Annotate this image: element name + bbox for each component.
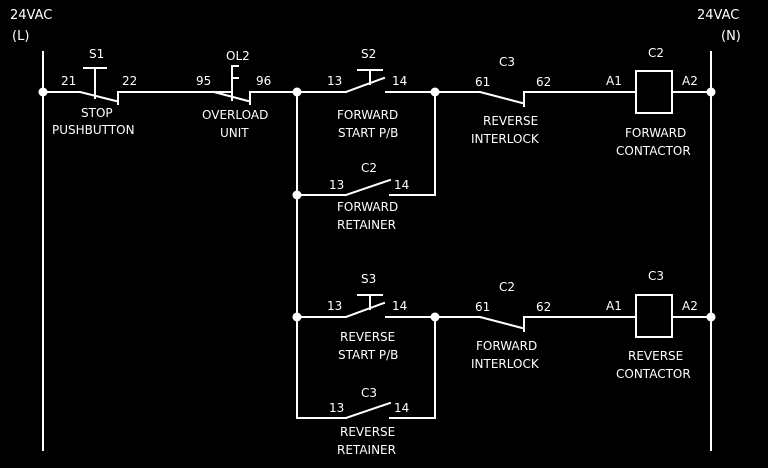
reverse-coil-term-a2: A2 [682, 299, 698, 313]
overload-name-line1: OVERLOAD [202, 108, 268, 122]
forward-start-contact [344, 76, 386, 94]
reverse-retainer-name-line2: RETAINER [337, 443, 396, 457]
reverse-interlock-term-61: 61 [475, 75, 490, 89]
reverse-coil-term-a1: A1 [606, 299, 622, 313]
forward-coil-term-a1: A1 [606, 74, 622, 88]
reverse-interlock-term-62: 62 [536, 75, 551, 89]
forward-start-tag: S2 [361, 47, 376, 61]
forward-coil-name-line2: CONTACTOR [616, 144, 691, 158]
forward-retainer-term-14: 14 [394, 178, 409, 192]
reverse-coil-symbol [635, 294, 673, 338]
forward-coil-symbol [635, 70, 673, 114]
left-rail-junction [38, 87, 48, 97]
supply-left: 24VAC (L) [10, 8, 52, 451]
rung-1-wiring [38, 87, 716, 97]
reverse-start-pushbutton: S3 13 14 REVERSE START P/B [327, 272, 407, 362]
forward-interlock-contact-group: C2 61 62 FORWARD INTERLOCK [471, 280, 551, 371]
rung-2-wiring [292, 312, 716, 322]
forward-interlock-name-line1: FORWARD [476, 339, 537, 353]
stop-pb-term-22: 22 [122, 74, 137, 88]
forward-contactor-coil: C2 A1 A2 FORWARD CONTACTOR [606, 46, 698, 158]
overload-contact [212, 90, 250, 103]
forward-interlock-tag: C2 [499, 280, 515, 294]
forward-interlock-term-62: 62 [536, 300, 551, 314]
right-line-label: (N) [721, 29, 741, 44]
reverse-start-name-line1: REVERSE [340, 330, 395, 344]
forward-interlock-contact [478, 315, 524, 330]
forward-start-name-line1: FORWARD [337, 108, 398, 122]
stop-pb-name-line2: PUSHBUTTON [52, 123, 135, 137]
reverse-retainer-term-14: 14 [394, 401, 409, 415]
forward-retainer: C2 13 14 FORWARD RETAINER [292, 91, 436, 232]
left-line-label: (L) [12, 29, 29, 44]
stop-pb-tag: S1 [89, 47, 104, 61]
overload-term-95: 95 [196, 74, 211, 88]
reverse-interlock-contact [478, 90, 524, 105]
reverse-coil-tag: C3 [648, 269, 664, 283]
right-rail-junction-2 [706, 312, 716, 322]
stop-pushbutton: S1 21 22 STOP PUSHBUTTON [52, 47, 137, 137]
forward-retainer-tag: C2 [361, 161, 377, 175]
stop-pb-name-line1: STOP [81, 106, 113, 120]
right-rail-junction-1 [706, 87, 716, 97]
reverse-coil-name-line2: CONTACTOR [616, 367, 691, 381]
reverse-retainer-contact [344, 401, 392, 420]
reverse-contactor-coil: C3 A1 A2 REVERSE CONTACTOR [606, 269, 698, 381]
reverse-interlock-name-line2: INTERLOCK [471, 132, 540, 146]
overload-term-96: 96 [256, 74, 271, 88]
reverse-interlock-contact-group: C3 61 62 REVERSE INTERLOCK [471, 55, 551, 146]
forward-retainer-name-line1: FORWARD [337, 200, 398, 214]
reverse-retainer-tag: C3 [361, 386, 377, 400]
reverse-start-term-13: 13 [327, 299, 342, 313]
forward-retainer-term-13: 13 [329, 178, 344, 192]
branch-junction-bottom [292, 312, 302, 322]
overload-tag: OL2 [226, 49, 250, 63]
supply-right: 24VAC (N) [697, 8, 741, 451]
reverse-start-tag: S3 [361, 272, 376, 286]
reverse-coil-name-line1: REVERSE [628, 349, 683, 363]
overload-name-line2: UNIT [220, 126, 249, 140]
stop-pb-contact [78, 90, 118, 103]
forward-coil-name-line1: FORWARD [625, 126, 686, 140]
reverse-retainer-name-line1: REVERSE [340, 425, 395, 439]
forward-interlock-term-61: 61 [475, 300, 490, 314]
reverse-interlock-tag: C3 [499, 55, 515, 69]
forward-coil-tag: C2 [648, 46, 664, 60]
forward-start-pushbutton: S2 13 14 FORWARD START P/B [327, 47, 407, 140]
reverse-interlock-name-line1: REVERSE [483, 114, 538, 128]
forward-start-term-13: 13 [327, 74, 342, 88]
forward-retainer-name-line2: RETAINER [337, 218, 396, 232]
reverse-retainer: C3 13 14 REVERSE RETAINER [296, 316, 436, 457]
stop-pb-term-21: 21 [61, 74, 76, 88]
reverse-start-contact [344, 301, 386, 319]
overload-unit: OL2 95 96 OVERLOAD UNIT [196, 49, 271, 140]
forward-retainer-contact [344, 178, 392, 197]
reverse-start-term-14: 14 [392, 299, 407, 313]
forward-start-name-line2: START P/B [338, 126, 398, 140]
reverse-start-name-line2: START P/B [338, 348, 398, 362]
reverse-retainer-term-13: 13 [329, 401, 344, 415]
left-voltage-label: 24VAC [10, 8, 52, 23]
forward-coil-term-a2: A2 [682, 74, 698, 88]
forward-start-term-14: 14 [392, 74, 407, 88]
right-voltage-label: 24VAC [697, 8, 739, 23]
forward-interlock-name-line2: INTERLOCK [471, 357, 540, 371]
